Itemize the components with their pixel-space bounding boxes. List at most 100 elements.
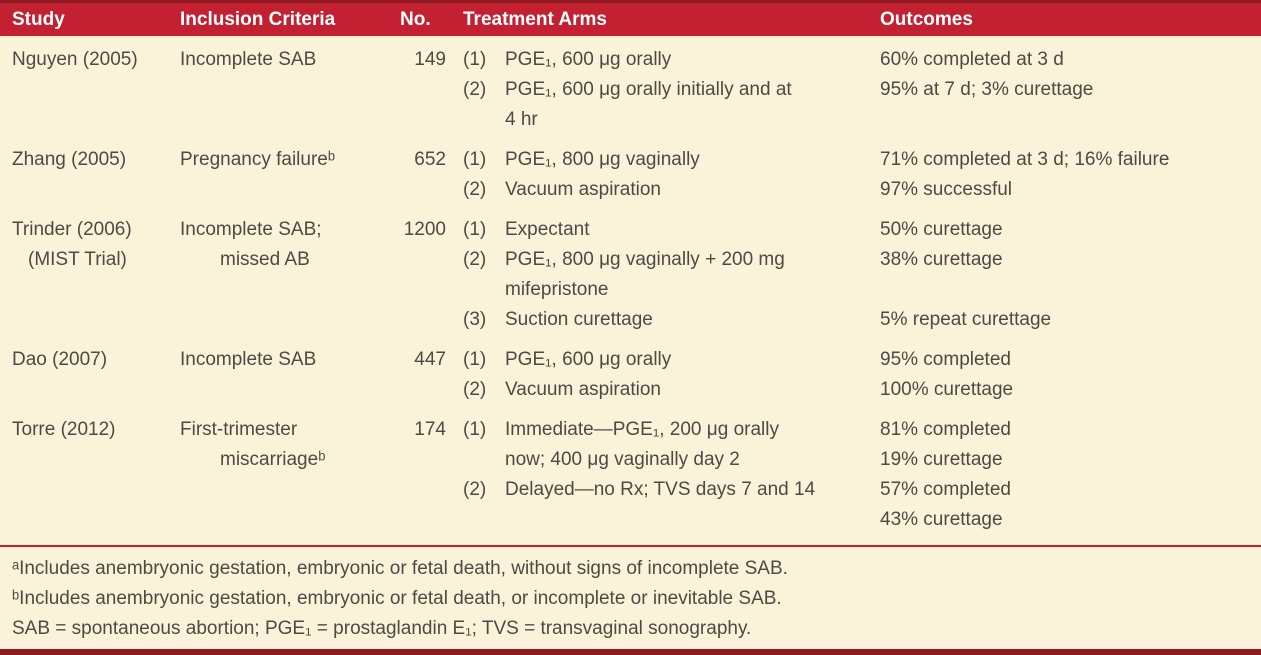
criteria-cell: Incomplete SAB; missed AB <box>180 215 400 335</box>
outcome-line: 71% completed at 3 d; 16% failure <box>880 149 1170 170</box>
outcome-line: 19% curettage <box>880 449 1003 470</box>
arm-number <box>463 445 505 475</box>
arm-number: (2) <box>463 249 487 270</box>
footnote-a: ᵃIncludes anembryonic gestation, embryon… <box>12 558 788 579</box>
criteria-line2: missed AB <box>220 249 310 270</box>
column-header-no: No. <box>400 8 431 30</box>
arm-line: (2) PGE₁, 600 μg orally initially and at <box>463 75 878 105</box>
study-cell: Zhang (2005) <box>12 145 180 205</box>
footnote-separator <box>0 545 1261 547</box>
criteria-cell: First-trimester miscarriageᵇ <box>180 415 400 535</box>
arm-line: (1) PGE₁, 800 μg vaginally <box>463 145 878 175</box>
column-header-outcomes: Outcomes <box>880 8 973 30</box>
study-name: Nguyen (2005) <box>12 49 138 70</box>
arm-number: (2) <box>463 179 487 200</box>
sample-size: 149 <box>414 49 446 70</box>
study-cell: Dao (2007) <box>12 345 180 405</box>
treatment-arms-cell: (1) PGE₁, 800 μg vaginally (2) Vacuum aspi… <box>446 145 878 205</box>
treatment-arms-cell: (1) Immediate—PGE₁, 200 μg orally now; 40… <box>446 415 878 535</box>
arm-line: (1) PGE₁, 600 μg orally <box>463 45 878 75</box>
arm-text: PGE₁, 600 μg orally <box>505 349 672 370</box>
arm-number: (2) <box>463 79 487 100</box>
sample-size: 652 <box>414 149 446 170</box>
study-cell: Trinder (2006) (MIST Trial) <box>12 215 180 335</box>
arm-number: (1) <box>463 349 487 370</box>
study-name-line2: (MIST Trial) <box>28 249 127 270</box>
criteria-line: Pregnancy failureᵇ <box>180 149 336 170</box>
outcome-line: 38% curettage <box>880 249 1003 270</box>
arm-line: (3) Suction curettage <box>463 305 878 335</box>
treatment-arms-cell: (1) PGE₁, 600 μg orally (2) Vacuum aspirat… <box>446 345 878 405</box>
criteria-line: First-trimester <box>180 419 298 440</box>
sample-size: 174 <box>414 419 446 440</box>
treatment-arms-cell: (1) PGE₁, 600 μg orally (2) PGE₁, 600 μg o… <box>446 45 878 135</box>
outcome-line: 95% at 7 d; 3% curettage <box>880 79 1094 100</box>
outcomes-cell: 81% completed 19% curettage 57% complete… <box>878 415 1253 535</box>
arm-text: Suction curettage <box>505 309 653 330</box>
criteria-cell: Incomplete SAB <box>180 45 400 135</box>
table-row: Torre (2012) First-trimester miscarriage… <box>0 415 1261 535</box>
arm-line: (1) Expectant <box>463 215 878 245</box>
outcomes-cell: 60% completed at 3 d 95% at 7 d; 3% cure… <box>878 45 1253 135</box>
arm-number: (1) <box>463 49 487 70</box>
arm-number: (2) <box>463 379 487 400</box>
arm-line: (2) Vacuum aspiration <box>463 175 878 205</box>
criteria-line: Incomplete SAB <box>180 349 317 370</box>
outcome-line: 100% curettage <box>880 379 1014 400</box>
table-row: Dao (2007) Incomplete SAB 447 (1) PGE₁, 6… <box>0 345 1261 405</box>
arm-line: (2) PGE₁, 800 μg vaginally + 200 mg <box>463 245 878 275</box>
outcomes-cell: 50% curettage 38% curettage 5% repeat cu… <box>878 215 1253 335</box>
arm-text: PGE₁, 600 μg orally initially and at <box>505 79 792 100</box>
outcome-line: 81% completed <box>880 419 1011 440</box>
arm-text: 4 hr <box>505 109 538 130</box>
column-header-inclusion-criteria: Inclusion Criteria <box>180 8 336 30</box>
footnotes: ᵃIncludes anembryonic gestation, embryon… <box>0 547 1261 644</box>
arm-text: PGE₁, 600 μg orally <box>505 49 672 70</box>
arm-text: now; 400 μg vaginally day 2 <box>505 449 740 470</box>
outcome-line: 43% curettage <box>880 509 1003 530</box>
criteria-line: Incomplete SAB <box>180 49 317 70</box>
outcome-line: 57% completed <box>880 479 1011 500</box>
arm-line: (2) Vacuum aspiration <box>463 375 878 405</box>
sample-size: 1200 <box>403 219 446 240</box>
table-row: Nguyen (2005) Incomplete SAB 149 (1) PGE₁… <box>0 45 1261 135</box>
top-border <box>0 0 1261 3</box>
table-row: Zhang (2005) Pregnancy failureᵇ 652 (1) P… <box>0 145 1261 205</box>
criteria-cell: Pregnancy failureᵇ <box>180 145 400 205</box>
table-body: Nguyen (2005) Incomplete SAB 149 (1) PGE₁… <box>0 36 1261 535</box>
arm-line: (1) PGE₁, 600 μg orally <box>463 345 878 375</box>
arm-text: Vacuum aspiration <box>505 179 661 200</box>
arm-number: (2) <box>463 479 487 500</box>
study-name: Torre (2012) <box>12 419 116 440</box>
study-name: Dao (2007) <box>12 349 108 370</box>
table-header-row: Study Inclusion Criteria No. Treatment A… <box>0 3 1261 36</box>
arm-number <box>463 275 505 305</box>
arm-text: mifepristone <box>505 279 609 300</box>
sample-size: 447 <box>414 349 446 370</box>
criteria-cell: Incomplete SAB <box>180 345 400 405</box>
arm-text: Delayed—no Rx; TVS days 7 and 14 <box>505 479 816 500</box>
criteria-line: Incomplete SAB; <box>180 219 322 240</box>
arm-number <box>463 105 505 135</box>
treatment-arms-cell: (1) Expectant (2) PGE₁, 800 μg vaginally +… <box>446 215 878 335</box>
study-name: Zhang (2005) <box>12 149 127 170</box>
column-header-treatment-arms: Treatment Arms <box>463 8 607 30</box>
criteria-line2: miscarriageᵇ <box>220 449 326 470</box>
arm-number: (3) <box>463 309 487 330</box>
arm-line: (2) Delayed—no Rx; TVS days 7 and 14 <box>463 475 878 505</box>
outcome-line: 50% curettage <box>880 219 1003 240</box>
outcome-line: 97% successful <box>880 179 1013 200</box>
arm-text: Immediate—PGE₁, 200 μg orally <box>505 419 779 440</box>
arm-number: (1) <box>463 149 487 170</box>
arm-line: now; 400 μg vaginally day 2 <box>463 445 878 475</box>
arm-line: (1) Immediate—PGE₁, 200 μg orally <box>463 415 878 445</box>
arm-text: PGE₁, 800 μg vaginally + 200 mg <box>505 249 785 270</box>
bottom-border <box>0 649 1261 655</box>
outcome-line-spacer <box>880 275 1253 305</box>
footnote-abbreviations: SAB = spontaneous abortion; PGE₁ = prost… <box>12 618 752 639</box>
arm-number: (1) <box>463 419 487 440</box>
outcomes-cell: 95% completed 100% curettage <box>878 345 1253 405</box>
outcome-line: 95% completed <box>880 349 1011 370</box>
outcomes-cell: 71% completed at 3 d; 16% failure 97% su… <box>878 145 1253 205</box>
